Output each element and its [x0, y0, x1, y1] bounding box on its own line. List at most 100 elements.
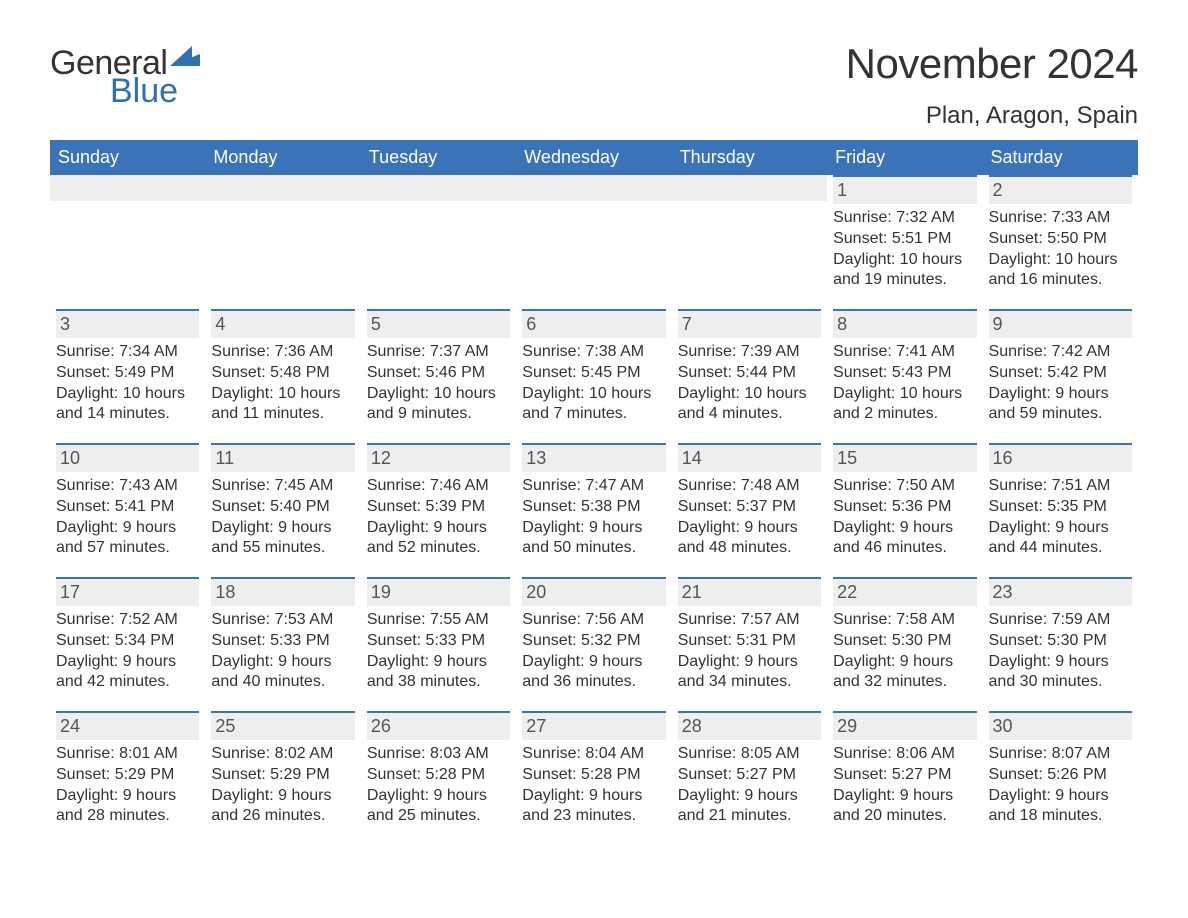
day-details: Sunrise: 8:01 AMSunset: 5:29 PMDaylight:…: [56, 744, 199, 827]
day-cell: 8Sunrise: 7:41 AMSunset: 5:43 PMDaylight…: [827, 309, 982, 443]
day-number: 11: [211, 443, 354, 472]
sunset-line: Sunset: 5:34 PM: [56, 631, 199, 652]
day-details: Sunrise: 7:51 AMSunset: 5:35 PMDaylight:…: [989, 476, 1132, 559]
day-cell: 25 Sunrise: 8:02 AMSunset: 5:29 PMDayligh…: [205, 711, 360, 845]
daylight-line-2: and 38 minutes.: [367, 672, 510, 693]
page-header: General Blue November 2024 Plan, Aragon,…: [50, 40, 1138, 130]
day-cell: 1 Sunrise: 7:32 AMSunset: 5:51 PMDaylight…: [827, 175, 982, 309]
daylight-line-1: Daylight: 9 hours: [211, 652, 354, 673]
sunset-line: Sunset: 5:30 PM: [833, 631, 976, 652]
sunrise-line: Sunrise: 7:32 AM: [833, 208, 976, 229]
day-number: 13: [522, 443, 665, 472]
sunset-line: Sunset: 5:26 PM: [989, 765, 1132, 786]
daylight-line-1: Daylight: 9 hours: [989, 384, 1132, 405]
daylight-line-2: and 23 minutes.: [522, 806, 665, 827]
sunset-line: Sunset: 5:43 PM: [833, 363, 976, 384]
daylight-line-1: Daylight: 9 hours: [211, 518, 354, 539]
empty-day-bar: [672, 175, 827, 201]
day-cell: 20 Sunrise: 7:56 AMSunset: 5:32 PMDayligh…: [516, 577, 671, 711]
day-number: 1: [833, 175, 976, 204]
daylight-line-1: Daylight: 9 hours: [989, 518, 1132, 539]
sunset-line: Sunset: 5:29 PM: [56, 765, 199, 786]
daylight-line-2: and 11 minutes.: [211, 404, 354, 425]
sunrise-line: Sunrise: 7:51 AM: [989, 476, 1132, 497]
day-number: 28: [678, 711, 821, 740]
daylight-line-1: Daylight: 9 hours: [367, 652, 510, 673]
day-details: Sunrise: 7:41 AMSunset: 5:43 PMDaylight:…: [833, 342, 976, 425]
day-number: 20: [522, 577, 665, 606]
sunrise-line: Sunrise: 7:36 AM: [211, 342, 354, 363]
weekday-header: Sunday: [50, 140, 205, 175]
day-details: Sunrise: 7:32 AMSunset: 5:51 PMDaylight:…: [833, 208, 976, 291]
sunset-line: Sunset: 5:28 PM: [367, 765, 510, 786]
day-cell: 15Sunrise: 7:50 AMSunset: 5:36 PMDayligh…: [827, 443, 982, 577]
sunset-line: Sunset: 5:45 PM: [522, 363, 665, 384]
day-cell: 18Sunrise: 7:53 AMSunset: 5:33 PMDayligh…: [205, 577, 360, 711]
daylight-line-1: Daylight: 10 hours: [367, 384, 510, 405]
day-details: Sunrise: 8:03 AMSunset: 5:28 PMDaylight:…: [367, 744, 510, 827]
day-number: 26: [367, 711, 510, 740]
day-cell: [516, 175, 671, 309]
daylight-line-1: Daylight: 9 hours: [211, 786, 354, 807]
sunrise-line: Sunrise: 7:53 AM: [211, 610, 354, 631]
day-details: Sunrise: 7:52 AMSunset: 5:34 PMDaylight:…: [56, 610, 199, 693]
day-cell: 12Sunrise: 7:46 AMSunset: 5:39 PMDayligh…: [361, 443, 516, 577]
sunrise-line: Sunrise: 7:47 AM: [522, 476, 665, 497]
week-row: 10Sunrise: 7:43 AMSunset: 5:41 PMDayligh…: [50, 443, 1138, 577]
day-cell: 6Sunrise: 7:38 AMSunset: 5:45 PMDaylight…: [516, 309, 671, 443]
sunrise-line: Sunrise: 7:43 AM: [56, 476, 199, 497]
day-details: Sunrise: 7:39 AMSunset: 5:44 PMDaylight:…: [678, 342, 821, 425]
daylight-line-2: and 50 minutes.: [522, 538, 665, 559]
day-details: Sunrise: 7:56 AMSunset: 5:32 PMDaylight:…: [522, 610, 665, 693]
week-row: 3Sunrise: 7:34 AMSunset: 5:49 PMDaylight…: [50, 309, 1138, 443]
day-cell: [205, 175, 360, 309]
daylight-line-2: and 25 minutes.: [367, 806, 510, 827]
sunset-line: Sunset: 5:33 PM: [367, 631, 510, 652]
day-number: 29: [833, 711, 976, 740]
day-cell: 28Sunrise: 8:05 AMSunset: 5:27 PMDayligh…: [672, 711, 827, 845]
day-details: Sunrise: 8:02 AMSunset: 5:29 PMDaylight:…: [211, 744, 354, 827]
day-cell: [361, 175, 516, 309]
daylight-line-1: Daylight: 10 hours: [678, 384, 821, 405]
sunrise-line: Sunrise: 7:33 AM: [989, 208, 1132, 229]
day-details: Sunrise: 7:45 AMSunset: 5:40 PMDaylight:…: [211, 476, 354, 559]
sunrise-line: Sunrise: 7:58 AM: [833, 610, 976, 631]
day-details: Sunrise: 7:36 AMSunset: 5:48 PMDaylight:…: [211, 342, 354, 425]
day-details: Sunrise: 8:06 AMSunset: 5:27 PMDaylight:…: [833, 744, 976, 827]
sunset-line: Sunset: 5:36 PM: [833, 497, 976, 518]
day-details: Sunrise: 7:42 AMSunset: 5:42 PMDaylight:…: [989, 342, 1132, 425]
week-row: 1 Sunrise: 7:32 AMSunset: 5:51 PMDaylight…: [50, 175, 1138, 309]
daylight-line-1: Daylight: 9 hours: [989, 652, 1132, 673]
title-block: November 2024 Plan, Aragon, Spain: [846, 40, 1138, 130]
day-number: 15: [833, 443, 976, 472]
weekday-header-row: Sunday Monday Tuesday Wednesday Thursday…: [50, 140, 1138, 175]
sunrise-line: Sunrise: 8:02 AM: [211, 744, 354, 765]
sunrise-line: Sunrise: 7:39 AM: [678, 342, 821, 363]
day-details: Sunrise: 7:37 AMSunset: 5:46 PMDaylight:…: [367, 342, 510, 425]
day-cell: [50, 175, 205, 309]
daylight-line-2: and 48 minutes.: [678, 538, 821, 559]
empty-day-bar: [50, 175, 205, 201]
weekday-header: Saturday: [983, 140, 1138, 175]
sunrise-line: Sunrise: 7:56 AM: [522, 610, 665, 631]
location-subtitle: Plan, Aragon, Spain: [846, 102, 1138, 130]
day-details: Sunrise: 7:46 AMSunset: 5:39 PMDaylight:…: [367, 476, 510, 559]
day-cell: 9Sunrise: 7:42 AMSunset: 5:42 PMDaylight…: [983, 309, 1138, 443]
day-number: 2: [989, 175, 1132, 204]
daylight-line-2: and 21 minutes.: [678, 806, 821, 827]
day-number: 25: [211, 711, 354, 740]
day-details: Sunrise: 7:43 AMSunset: 5:41 PMDaylight:…: [56, 476, 199, 559]
daylight-line-2: and 20 minutes.: [833, 806, 976, 827]
day-cell: 19Sunrise: 7:55 AMSunset: 5:33 PMDayligh…: [361, 577, 516, 711]
daylight-line-1: Daylight: 9 hours: [989, 786, 1132, 807]
day-cell: 30Sunrise: 8:07 AMSunset: 5:26 PMDayligh…: [983, 711, 1138, 845]
sunset-line: Sunset: 5:28 PM: [522, 765, 665, 786]
sunrise-line: Sunrise: 8:06 AM: [833, 744, 976, 765]
day-details: Sunrise: 7:57 AMSunset: 5:31 PMDaylight:…: [678, 610, 821, 693]
day-number: 7: [678, 309, 821, 338]
sunset-line: Sunset: 5:38 PM: [522, 497, 665, 518]
sunset-line: Sunset: 5:30 PM: [989, 631, 1132, 652]
daylight-line-2: and 26 minutes.: [211, 806, 354, 827]
daylight-line-2: and 36 minutes.: [522, 672, 665, 693]
sunset-line: Sunset: 5:31 PM: [678, 631, 821, 652]
